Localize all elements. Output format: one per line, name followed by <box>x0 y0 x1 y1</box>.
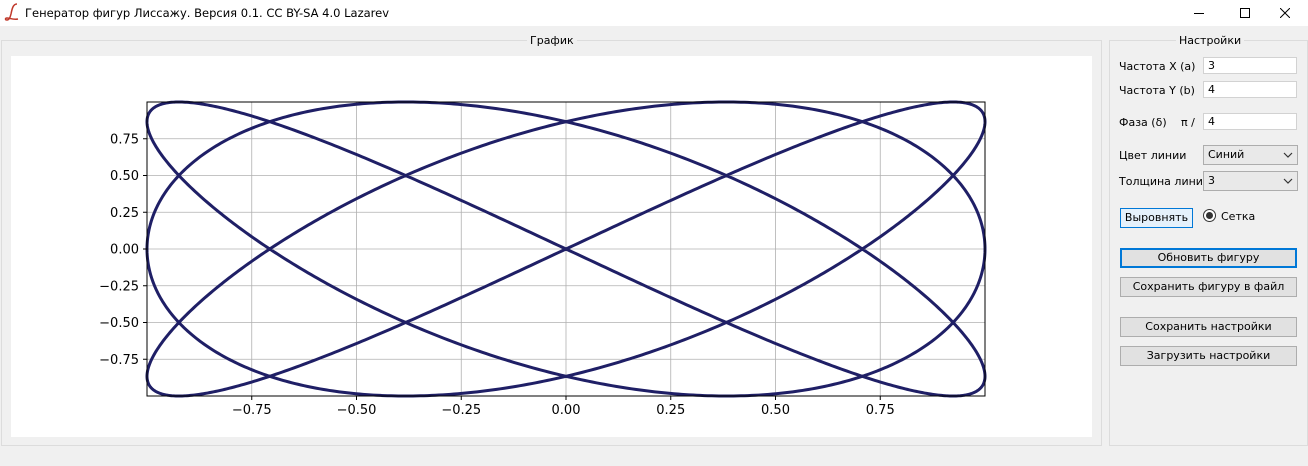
load-settings-button[interactable]: Загрузить настройки <box>1120 346 1297 366</box>
chevron-down-icon <box>1283 178 1293 184</box>
freq-y-field[interactable]: 4 <box>1203 81 1297 98</box>
chevron-down-icon <box>1283 152 1293 158</box>
phase-label: Фаза (δ) <box>1119 116 1167 129</box>
align-button[interactable]: Выровнять <box>1120 208 1193 228</box>
plot-canvas: −0.75 −0.50 −0.25 0.00 0.25 0.50 0.75 −0.75 −0.5… <box>11 56 1092 437</box>
script-l-icon <box>4 3 19 21</box>
line-width-label: Толщина линии <box>1119 175 1211 188</box>
freq-x-label: Частота X (a) <box>1119 60 1196 73</box>
x-tick-label: −0.50 <box>337 403 377 418</box>
lissajous-chart: −0.75 −0.50 −0.25 0.00 0.25 0.50 0.75 −0.75 −0.5… <box>99 100 987 418</box>
freq-y-label: Частота Y (b) <box>1119 84 1195 97</box>
freq-x-field[interactable]: 3 <box>1203 57 1297 74</box>
settings-group-title: Настройки <box>1176 34 1245 47</box>
y-tick-label: −0.50 <box>99 316 139 331</box>
save-settings-button[interactable]: Сохранить настройки <box>1120 317 1297 337</box>
y-tick-label: 0.75 <box>110 132 139 147</box>
title-bar: Генератор фигур Лиссажу. Версия 0.1. CC … <box>0 0 1308 26</box>
window-title: Генератор фигур Лиссажу. Версия 0.1. CC … <box>25 6 390 20</box>
minimize-icon <box>1194 13 1204 14</box>
y-tick-label: −0.75 <box>99 353 139 368</box>
update-figure-button[interactable]: Обновить фигуру <box>1120 248 1297 268</box>
close-button[interactable] <box>1262 0 1308 26</box>
plot-group-title: График <box>527 34 577 47</box>
close-icon <box>1280 8 1290 18</box>
save-figure-button[interactable]: Сохранить фигуру в файл <box>1120 277 1297 297</box>
grid-label: Сетка <box>1221 210 1256 223</box>
line-width-select[interactable]: 3 <box>1203 171 1298 191</box>
phase-field[interactable]: 4 <box>1203 113 1297 130</box>
minimize-button[interactable] <box>1176 0 1222 26</box>
settings-group: Настройки <box>1109 34 1308 446</box>
line-color-value: Синий <box>1208 148 1245 161</box>
y-tick-label: 0.00 <box>110 243 139 258</box>
line-color-select[interactable]: Синий <box>1203 145 1298 165</box>
plot-group: График <box>1 34 1102 446</box>
x-tick-label: −0.25 <box>441 403 481 418</box>
x-tick-label: 0.75 <box>866 403 895 418</box>
maximize-button[interactable] <box>1222 0 1268 26</box>
lissajous-curve <box>145 100 987 398</box>
grid-radio[interactable] <box>1203 209 1216 222</box>
y-tick-label: −0.25 <box>99 279 139 294</box>
maximize-icon <box>1240 8 1250 18</box>
radio-checked-dot <box>1206 212 1213 219</box>
x-tick-label: 0.50 <box>761 403 790 418</box>
line-color-label: Цвет линии <box>1119 149 1187 162</box>
x-tick-label: 0.25 <box>656 403 685 418</box>
y-tick-label: 0.50 <box>110 169 139 184</box>
x-tick-label: −0.75 <box>232 403 272 418</box>
x-tick-label: 0.00 <box>552 403 581 418</box>
phase-prefix: π / <box>1181 116 1195 129</box>
y-tick-label: 0.25 <box>110 206 139 221</box>
line-width-value: 3 <box>1208 174 1215 187</box>
